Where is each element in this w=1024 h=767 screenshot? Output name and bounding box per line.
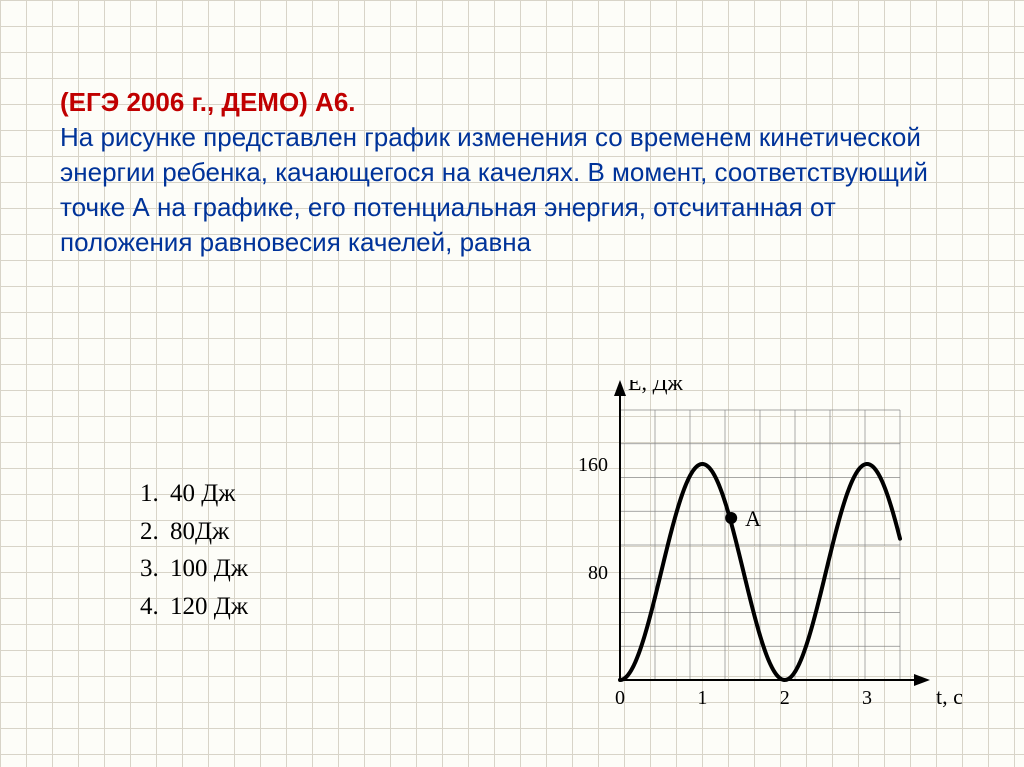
chart-svg: А 80 160 0 1 2 3 Е, Дж t, с xyxy=(545,380,965,730)
problem-text: (ЕГЭ 2006 г., ДЕМО) А6. На рисунке предс… xyxy=(60,85,964,260)
svg-text:1: 1 xyxy=(697,687,707,709)
energy-chart: А 80 160 0 1 2 3 Е, Дж t, с xyxy=(545,380,965,730)
answer-option: 2.80Дж xyxy=(140,513,248,551)
problem-title: (ЕГЭ 2006 г., ДЕМО) А6. xyxy=(60,87,356,117)
answer-option: 4.120 Дж xyxy=(140,588,248,626)
svg-text:160: 160 xyxy=(578,454,608,476)
answer-list: 1.40 Дж 2.80Дж 3.100 Дж 4.120 Дж xyxy=(140,475,248,625)
answer-option: 3.100 Дж xyxy=(140,550,248,588)
problem-question: На рисунке представлен график изменения … xyxy=(60,122,928,257)
svg-text:А: А xyxy=(745,506,761,531)
svg-text:3: 3 xyxy=(862,687,872,709)
slide-content: (ЕГЭ 2006 г., ДЕМО) А6. На рисунке предс… xyxy=(0,0,1024,767)
svg-text:2: 2 xyxy=(780,687,790,709)
svg-text:t, с: t, с xyxy=(936,684,963,709)
answer-option: 1.40 Дж xyxy=(140,475,248,513)
svg-text:80: 80 xyxy=(588,562,608,584)
svg-text:0: 0 xyxy=(615,687,625,709)
svg-text:Е, Дж: Е, Дж xyxy=(628,380,683,395)
